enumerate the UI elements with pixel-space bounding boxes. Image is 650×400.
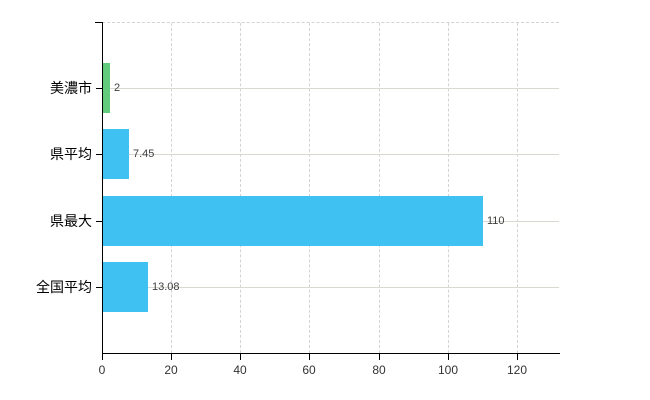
bar-value-label: 7.45 — [133, 148, 155, 160]
y-tick-mark — [96, 154, 102, 155]
bar — [103, 262, 148, 312]
gridline-horizontal — [103, 88, 559, 89]
x-tick-label: 120 — [506, 363, 528, 377]
bar-value-label: 110 — [487, 215, 505, 227]
y-axis-end-tick — [95, 22, 102, 23]
gridline-vertical — [240, 23, 241, 353]
gridline-vertical — [171, 23, 172, 353]
bar — [103, 129, 129, 179]
x-tick-mark — [448, 354, 449, 360]
x-tick-mark — [517, 354, 518, 360]
x-tick-mark — [309, 354, 310, 360]
gridline-horizontal — [103, 154, 559, 155]
y-tick-mark — [96, 287, 102, 288]
category-label: 県平均 — [50, 146, 92, 162]
gridline-horizontal — [103, 287, 559, 288]
x-axis-line — [102, 353, 560, 354]
x-tick-label: 40 — [233, 363, 247, 377]
category-label: 県最大 — [50, 213, 92, 229]
bar-value-label: 13.08 — [152, 281, 180, 293]
x-tick-label: 20 — [164, 363, 178, 377]
gridline-vertical — [379, 23, 380, 353]
category-label: 全国平均 — [36, 279, 92, 295]
x-tick-label: 60 — [302, 363, 316, 377]
y-tick-mark — [96, 88, 102, 89]
x-tick-mark — [102, 354, 103, 360]
category-label: 美濃市 — [50, 80, 92, 96]
x-tick-mark — [171, 354, 172, 360]
plot-top-border — [102, 22, 559, 23]
gridline-vertical — [448, 23, 449, 353]
bar — [103, 63, 110, 113]
x-tick-label: 100 — [437, 363, 459, 377]
y-axis-line — [102, 22, 103, 354]
gridline-vertical — [309, 23, 310, 353]
gridline-vertical — [517, 23, 518, 353]
y-tick-mark — [96, 221, 102, 222]
x-tick-label: 80 — [372, 363, 386, 377]
x-tick-label: 0 — [98, 363, 106, 377]
x-tick-mark — [240, 354, 241, 360]
bar — [103, 196, 483, 246]
x-tick-mark — [379, 354, 380, 360]
bar-value-label: 2 — [114, 82, 121, 94]
